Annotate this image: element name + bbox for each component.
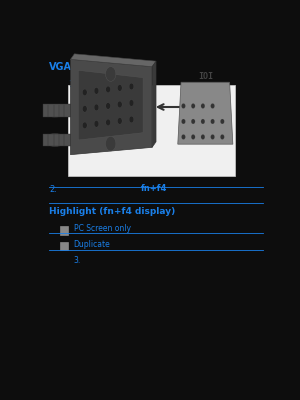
Circle shape bbox=[94, 88, 99, 94]
Circle shape bbox=[106, 119, 110, 126]
Bar bbox=[43, 104, 72, 117]
Text: Highlight (fn+f4 display): Highlight (fn+f4 display) bbox=[49, 207, 176, 216]
Circle shape bbox=[117, 101, 122, 108]
Text: 3.: 3. bbox=[74, 256, 81, 265]
Circle shape bbox=[82, 106, 87, 112]
Ellipse shape bbox=[43, 104, 67, 117]
Text: PC Screen only: PC Screen only bbox=[74, 224, 130, 233]
Text: 1.: 1. bbox=[68, 80, 76, 89]
Circle shape bbox=[191, 134, 195, 140]
Polygon shape bbox=[152, 61, 156, 147]
Circle shape bbox=[211, 134, 214, 140]
FancyBboxPatch shape bbox=[68, 85, 235, 176]
Circle shape bbox=[211, 119, 214, 124]
Circle shape bbox=[82, 89, 87, 96]
Circle shape bbox=[211, 104, 214, 108]
Text: Duplicate: Duplicate bbox=[74, 240, 110, 249]
Circle shape bbox=[182, 119, 185, 124]
Circle shape bbox=[117, 118, 122, 124]
Polygon shape bbox=[78, 70, 143, 140]
Circle shape bbox=[182, 134, 185, 140]
FancyBboxPatch shape bbox=[60, 226, 68, 235]
Circle shape bbox=[106, 136, 116, 151]
Circle shape bbox=[191, 104, 195, 108]
Circle shape bbox=[117, 85, 122, 91]
Circle shape bbox=[94, 120, 99, 127]
Text: VGA: VGA bbox=[49, 62, 72, 72]
Circle shape bbox=[129, 83, 134, 90]
Circle shape bbox=[191, 119, 195, 124]
Ellipse shape bbox=[43, 134, 67, 146]
Polygon shape bbox=[70, 59, 152, 155]
Circle shape bbox=[220, 119, 224, 124]
Circle shape bbox=[201, 119, 205, 124]
Text: fn+f4: fn+f4 bbox=[141, 184, 167, 193]
Circle shape bbox=[82, 122, 87, 129]
Circle shape bbox=[106, 86, 110, 93]
Circle shape bbox=[106, 103, 110, 109]
Bar bbox=[43, 134, 72, 146]
FancyBboxPatch shape bbox=[60, 242, 68, 250]
Circle shape bbox=[94, 104, 99, 111]
Text: IOI: IOI bbox=[198, 72, 213, 81]
Text: 2.: 2. bbox=[49, 185, 57, 194]
Polygon shape bbox=[70, 54, 156, 67]
Circle shape bbox=[220, 134, 224, 140]
Circle shape bbox=[201, 104, 205, 108]
Circle shape bbox=[129, 100, 134, 106]
Circle shape bbox=[129, 116, 134, 123]
Circle shape bbox=[106, 67, 116, 81]
Circle shape bbox=[201, 134, 205, 140]
Polygon shape bbox=[178, 82, 233, 144]
Circle shape bbox=[182, 104, 185, 108]
